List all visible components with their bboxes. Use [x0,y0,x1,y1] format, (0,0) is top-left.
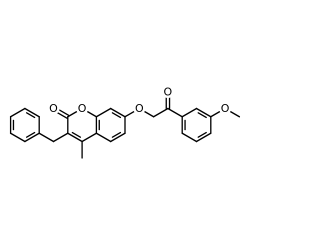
double-bond [197,112,207,119]
bond [152,107,169,118]
atom-background [76,102,89,115]
bond [181,107,198,118]
bond [195,107,212,118]
bond [24,107,40,118]
bond [81,132,98,143]
atom-background [47,102,60,115]
bond [52,132,69,143]
bond [181,132,198,143]
double-bond [111,112,122,119]
bond [95,107,112,118]
bond [195,132,212,143]
double-bond [25,131,36,138]
atom-background [161,85,174,99]
atom-background [219,102,232,115]
double-bond [25,112,36,119]
bond [167,107,183,118]
bond [95,132,112,143]
atom-label: O [135,102,144,115]
structure: O O O O O [9,85,241,159]
atom-label: O [78,102,87,115]
atom-label: O [164,86,173,99]
bond [38,132,55,143]
bond [9,132,26,143]
bond [110,132,126,143]
bond [24,132,40,143]
bond [9,107,26,118]
double-bond [197,131,207,138]
bond [110,107,126,118]
molecule-diagram: O O O O O [9,85,241,159]
double-bond [71,131,82,138]
bond [67,132,83,143]
double-bond [111,131,122,138]
atom-label: O [221,102,230,115]
atom-background [133,102,146,115]
atom-label: O [49,102,58,115]
